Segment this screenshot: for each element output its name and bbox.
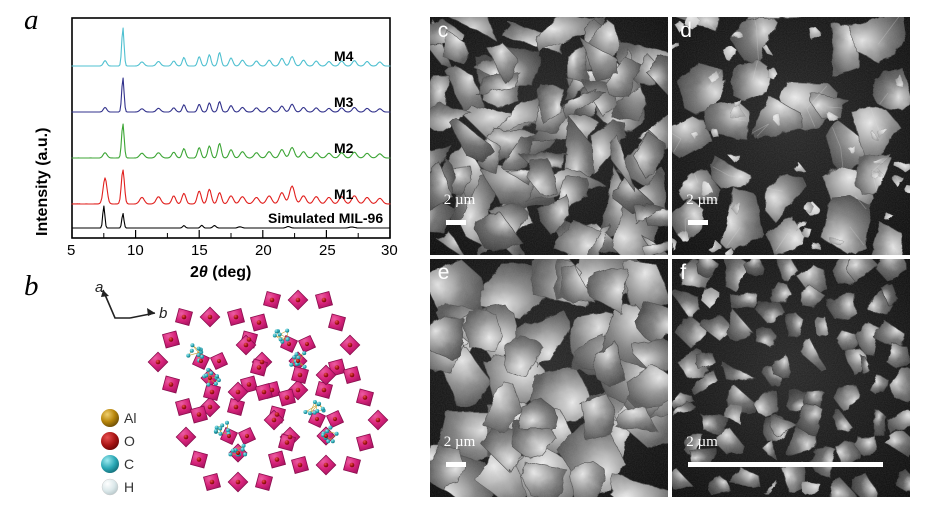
svg-text:a: a bbox=[95, 279, 103, 296]
svg-text:b: b bbox=[159, 305, 167, 322]
